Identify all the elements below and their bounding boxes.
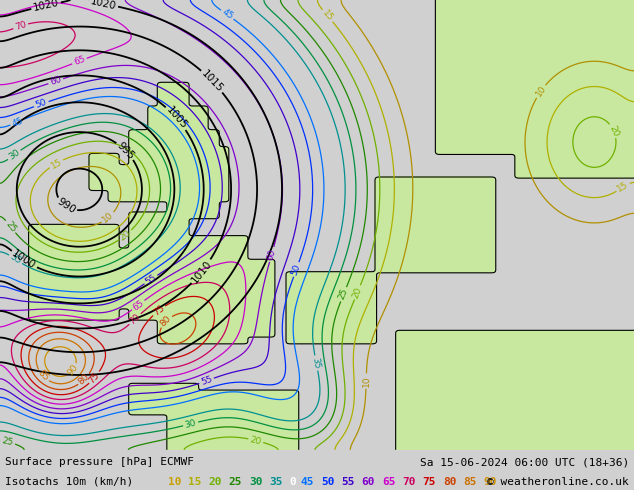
- Text: 85: 85: [36, 368, 50, 383]
- Text: 25: 25: [337, 287, 350, 301]
- Text: 1005: 1005: [164, 105, 189, 131]
- Text: Isotachs 10m (km/h): Isotachs 10m (km/h): [5, 477, 133, 487]
- Text: 55: 55: [200, 375, 214, 387]
- Text: 990: 990: [55, 196, 77, 216]
- Text: 10: 10: [534, 84, 548, 98]
- Text: 30: 30: [249, 477, 262, 487]
- Text: 10: 10: [168, 477, 181, 487]
- Text: 80: 80: [443, 477, 456, 487]
- Text: 25: 25: [1, 436, 14, 447]
- Text: 20: 20: [119, 228, 133, 242]
- Text: 75: 75: [152, 303, 166, 318]
- Text: 15: 15: [616, 180, 630, 194]
- Text: 1000: 1000: [10, 248, 37, 271]
- Text: 65: 65: [382, 477, 396, 487]
- Text: 10: 10: [101, 210, 115, 225]
- Text: © weatheronline.co.uk: © weatheronline.co.uk: [487, 477, 629, 487]
- Text: 995: 995: [115, 140, 136, 161]
- Text: 25: 25: [4, 220, 18, 234]
- Text: 65: 65: [72, 55, 86, 67]
- Text: 20: 20: [351, 285, 364, 299]
- Text: 15: 15: [320, 8, 335, 23]
- Text: 65: 65: [131, 298, 146, 312]
- Text: 60: 60: [266, 247, 278, 261]
- Text: 25: 25: [229, 477, 242, 487]
- Text: 35: 35: [311, 357, 322, 369]
- Text: 50: 50: [34, 98, 48, 110]
- Text: 70: 70: [128, 312, 143, 326]
- Text: 80: 80: [77, 372, 91, 387]
- Text: 90: 90: [66, 363, 80, 377]
- Text: 30: 30: [7, 148, 22, 162]
- Text: 30: 30: [184, 418, 197, 430]
- Text: 50: 50: [290, 263, 302, 276]
- Text: 45: 45: [220, 8, 235, 22]
- Text: 15: 15: [49, 157, 63, 170]
- Text: 10: 10: [361, 375, 371, 387]
- Text: 1010: 1010: [190, 258, 214, 285]
- Text: 60: 60: [49, 75, 63, 87]
- Text: 20: 20: [249, 435, 262, 446]
- Text: 1020: 1020: [32, 0, 60, 13]
- Text: 0: 0: [290, 477, 297, 487]
- Text: 70: 70: [14, 20, 27, 32]
- Text: 15: 15: [188, 477, 202, 487]
- Text: 90: 90: [484, 477, 497, 487]
- Text: 1015: 1015: [199, 68, 225, 94]
- Text: 70: 70: [403, 477, 416, 487]
- Text: 85: 85: [463, 477, 477, 487]
- Text: 35: 35: [269, 477, 283, 487]
- Text: 50: 50: [321, 477, 335, 487]
- Text: 75: 75: [423, 477, 436, 487]
- Text: 55: 55: [144, 272, 158, 287]
- Text: 20: 20: [607, 124, 620, 138]
- Text: 80: 80: [158, 314, 173, 329]
- Text: 55: 55: [342, 477, 355, 487]
- Text: 1020: 1020: [89, 0, 117, 11]
- Text: 20: 20: [209, 477, 222, 487]
- Text: 35: 35: [8, 252, 23, 266]
- Text: 60: 60: [362, 477, 375, 487]
- Text: Surface pressure [hPa] ECMWF: Surface pressure [hPa] ECMWF: [5, 457, 194, 467]
- Text: 75: 75: [87, 370, 102, 385]
- Text: 45: 45: [301, 477, 314, 487]
- Text: Sa 15-06-2024 06:00 UTC (18+36): Sa 15-06-2024 06:00 UTC (18+36): [420, 457, 629, 467]
- Text: 45: 45: [11, 116, 25, 128]
